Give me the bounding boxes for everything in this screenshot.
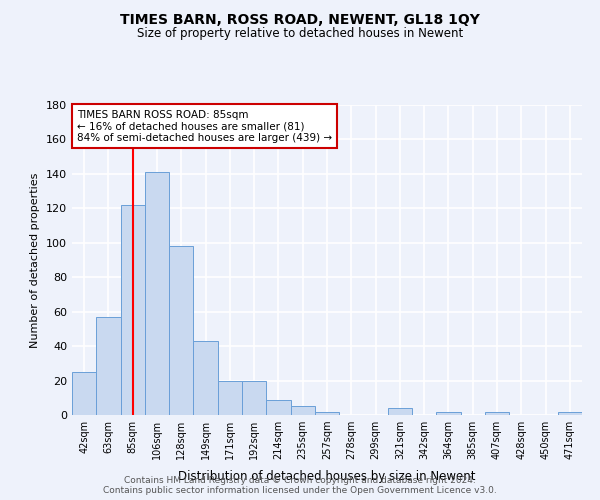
- Bar: [169, 246, 193, 415]
- Bar: [290, 406, 315, 415]
- Text: TIMES BARN ROSS ROAD: 85sqm
← 16% of detached houses are smaller (81)
84% of sem: TIMES BARN ROSS ROAD: 85sqm ← 16% of det…: [77, 110, 332, 143]
- Bar: [72, 372, 96, 415]
- Bar: [145, 172, 169, 415]
- Bar: [315, 412, 339, 415]
- Bar: [436, 412, 461, 415]
- Bar: [121, 205, 145, 415]
- Bar: [96, 317, 121, 415]
- Text: Contains HM Land Registry data © Crown copyright and database right 2024.
Contai: Contains HM Land Registry data © Crown c…: [103, 476, 497, 495]
- Text: Size of property relative to detached houses in Newent: Size of property relative to detached ho…: [137, 28, 463, 40]
- Y-axis label: Number of detached properties: Number of detached properties: [31, 172, 40, 348]
- X-axis label: Distribution of detached houses by size in Newent: Distribution of detached houses by size …: [178, 470, 476, 484]
- Bar: [193, 341, 218, 415]
- Bar: [218, 380, 242, 415]
- Bar: [242, 380, 266, 415]
- Text: TIMES BARN, ROSS ROAD, NEWENT, GL18 1QY: TIMES BARN, ROSS ROAD, NEWENT, GL18 1QY: [120, 12, 480, 26]
- Bar: [485, 412, 509, 415]
- Bar: [558, 412, 582, 415]
- Bar: [266, 400, 290, 415]
- Bar: [388, 408, 412, 415]
